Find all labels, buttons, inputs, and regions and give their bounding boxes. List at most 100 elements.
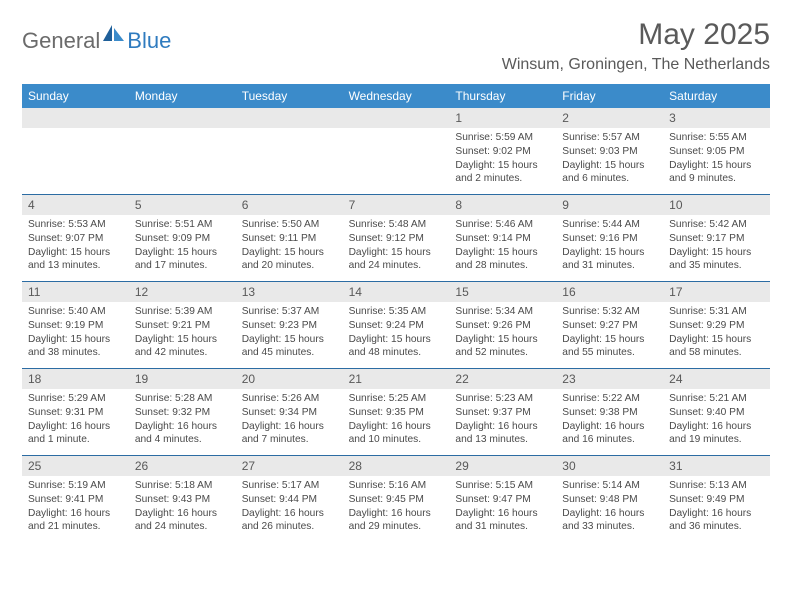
calendar-cell: 27Sunrise: 5:17 AMSunset: 9:44 PMDayligh… (236, 456, 343, 542)
day-detail-line: Sunrise: 5:22 AM (562, 392, 657, 406)
day-detail-line: Sunrise: 5:57 AM (562, 131, 657, 145)
brand-general: General (22, 28, 100, 54)
day-detail-line: Sunset: 9:23 PM (242, 319, 337, 333)
day-detail-line: and 58 minutes. (669, 346, 764, 360)
day-detail-line: Sunset: 9:05 PM (669, 145, 764, 159)
day-detail-line: Daylight: 16 hours (28, 507, 123, 521)
day-detail-line: Sunset: 9:27 PM (562, 319, 657, 333)
day-detail-line: Sunrise: 5:32 AM (562, 305, 657, 319)
day-detail-line: Sunset: 9:16 PM (562, 232, 657, 246)
day-detail-line: Daylight: 15 hours (562, 246, 657, 260)
calendar-cell: 12Sunrise: 5:39 AMSunset: 9:21 PMDayligh… (129, 282, 236, 368)
day-detail-line: and 31 minutes. (562, 259, 657, 273)
calendar-cell: 7Sunrise: 5:48 AMSunset: 9:12 PMDaylight… (343, 195, 450, 281)
day-detail-line: and 42 minutes. (135, 346, 230, 360)
day-detail-line: Sunset: 9:17 PM (669, 232, 764, 246)
day-detail-line: Sunrise: 5:15 AM (455, 479, 550, 493)
calendar-cell: 15Sunrise: 5:34 AMSunset: 9:26 PMDayligh… (449, 282, 556, 368)
calendar-cell (343, 108, 450, 194)
day-detail-line: and 19 minutes. (669, 433, 764, 447)
day-detail-line: Sunrise: 5:13 AM (669, 479, 764, 493)
day-detail-line: Daylight: 15 hours (349, 333, 444, 347)
day-details: Sunrise: 5:32 AMSunset: 9:27 PMDaylight:… (556, 302, 663, 364)
day-detail-line: Sunset: 9:19 PM (28, 319, 123, 333)
day-detail-line: Daylight: 15 hours (669, 333, 764, 347)
calendar-cell: 28Sunrise: 5:16 AMSunset: 9:45 PMDayligh… (343, 456, 450, 542)
day-number: 27 (236, 456, 343, 476)
day-details: Sunrise: 5:28 AMSunset: 9:32 PMDaylight:… (129, 389, 236, 451)
day-number: 24 (663, 369, 770, 389)
day-detail-line: and 52 minutes. (455, 346, 550, 360)
day-detail-line: Sunset: 9:07 PM (28, 232, 123, 246)
day-detail-line: and 17 minutes. (135, 259, 230, 273)
calendar-cell: 24Sunrise: 5:21 AMSunset: 9:40 PMDayligh… (663, 369, 770, 455)
day-detail-line: and 24 minutes. (349, 259, 444, 273)
day-detail-line: Daylight: 16 hours (135, 507, 230, 521)
day-detail-line: Daylight: 16 hours (455, 420, 550, 434)
weekday-header: Tuesday (236, 84, 343, 108)
day-details (343, 128, 450, 135)
day-detail-line: Daylight: 15 hours (242, 333, 337, 347)
day-detail-line: Sunset: 9:49 PM (669, 493, 764, 507)
sail-icon (103, 24, 125, 45)
calendar-cell: 30Sunrise: 5:14 AMSunset: 9:48 PMDayligh… (556, 456, 663, 542)
day-detail-line: Sunrise: 5:26 AM (242, 392, 337, 406)
day-detail-line: Sunset: 9:12 PM (349, 232, 444, 246)
day-detail-line: Sunset: 9:35 PM (349, 406, 444, 420)
day-number: 2 (556, 108, 663, 128)
day-details: Sunrise: 5:42 AMSunset: 9:17 PMDaylight:… (663, 215, 770, 277)
calendar-cell: 1Sunrise: 5:59 AMSunset: 9:02 PMDaylight… (449, 108, 556, 194)
day-detail-line: Sunset: 9:29 PM (669, 319, 764, 333)
weeks-container: 1Sunrise: 5:59 AMSunset: 9:02 PMDaylight… (22, 108, 770, 542)
day-details: Sunrise: 5:29 AMSunset: 9:31 PMDaylight:… (22, 389, 129, 451)
day-detail-line: Daylight: 15 hours (135, 333, 230, 347)
day-detail-line: Sunset: 9:24 PM (349, 319, 444, 333)
day-detail-line: and 38 minutes. (28, 346, 123, 360)
day-detail-line: and 31 minutes. (455, 520, 550, 534)
day-number: 6 (236, 195, 343, 215)
day-detail-line: Sunset: 9:48 PM (562, 493, 657, 507)
weekday-header: Sunday (22, 84, 129, 108)
day-detail-line: Sunrise: 5:48 AM (349, 218, 444, 232)
day-detail-line: and 55 minutes. (562, 346, 657, 360)
day-detail-line: Sunrise: 5:17 AM (242, 479, 337, 493)
day-detail-line: and 9 minutes. (669, 172, 764, 186)
day-number: 29 (449, 456, 556, 476)
day-detail-line: and 24 minutes. (135, 520, 230, 534)
day-detail-line: Sunset: 9:44 PM (242, 493, 337, 507)
calendar-cell (129, 108, 236, 194)
day-detail-line: Sunrise: 5:29 AM (28, 392, 123, 406)
calendar-cell: 17Sunrise: 5:31 AMSunset: 9:29 PMDayligh… (663, 282, 770, 368)
day-number (343, 108, 450, 128)
day-detail-line: Sunrise: 5:35 AM (349, 305, 444, 319)
day-detail-line: and 2 minutes. (455, 172, 550, 186)
calendar-cell: 21Sunrise: 5:25 AMSunset: 9:35 PMDayligh… (343, 369, 450, 455)
calendar-cell (22, 108, 129, 194)
day-detail-line: Sunrise: 5:28 AM (135, 392, 230, 406)
calendar-cell: 13Sunrise: 5:37 AMSunset: 9:23 PMDayligh… (236, 282, 343, 368)
day-detail-line: Daylight: 15 hours (562, 333, 657, 347)
day-detail-line: Sunset: 9:38 PM (562, 406, 657, 420)
calendar-cell: 6Sunrise: 5:50 AMSunset: 9:11 PMDaylight… (236, 195, 343, 281)
day-detail-line: Sunrise: 5:25 AM (349, 392, 444, 406)
day-detail-line: Sunrise: 5:37 AM (242, 305, 337, 319)
day-detail-line: Sunset: 9:34 PM (242, 406, 337, 420)
day-detail-line: Daylight: 15 hours (135, 246, 230, 260)
day-details: Sunrise: 5:35 AMSunset: 9:24 PMDaylight:… (343, 302, 450, 364)
day-detail-line: Daylight: 16 hours (455, 507, 550, 521)
day-number: 17 (663, 282, 770, 302)
day-details (236, 128, 343, 135)
day-detail-line: Sunrise: 5:50 AM (242, 218, 337, 232)
calendar-week-row: 25Sunrise: 5:19 AMSunset: 9:41 PMDayligh… (22, 455, 770, 542)
day-detail-line: and 33 minutes. (562, 520, 657, 534)
day-details: Sunrise: 5:16 AMSunset: 9:45 PMDaylight:… (343, 476, 450, 538)
location-text: Winsum, Groningen, The Netherlands (502, 56, 770, 74)
calendar-cell: 14Sunrise: 5:35 AMSunset: 9:24 PMDayligh… (343, 282, 450, 368)
day-detail-line: Daylight: 16 hours (669, 507, 764, 521)
day-detail-line: Daylight: 15 hours (455, 159, 550, 173)
day-details: Sunrise: 5:51 AMSunset: 9:09 PMDaylight:… (129, 215, 236, 277)
day-number: 11 (22, 282, 129, 302)
day-detail-line: and 35 minutes. (669, 259, 764, 273)
day-detail-line: Daylight: 15 hours (669, 246, 764, 260)
calendar-cell: 26Sunrise: 5:18 AMSunset: 9:43 PMDayligh… (129, 456, 236, 542)
